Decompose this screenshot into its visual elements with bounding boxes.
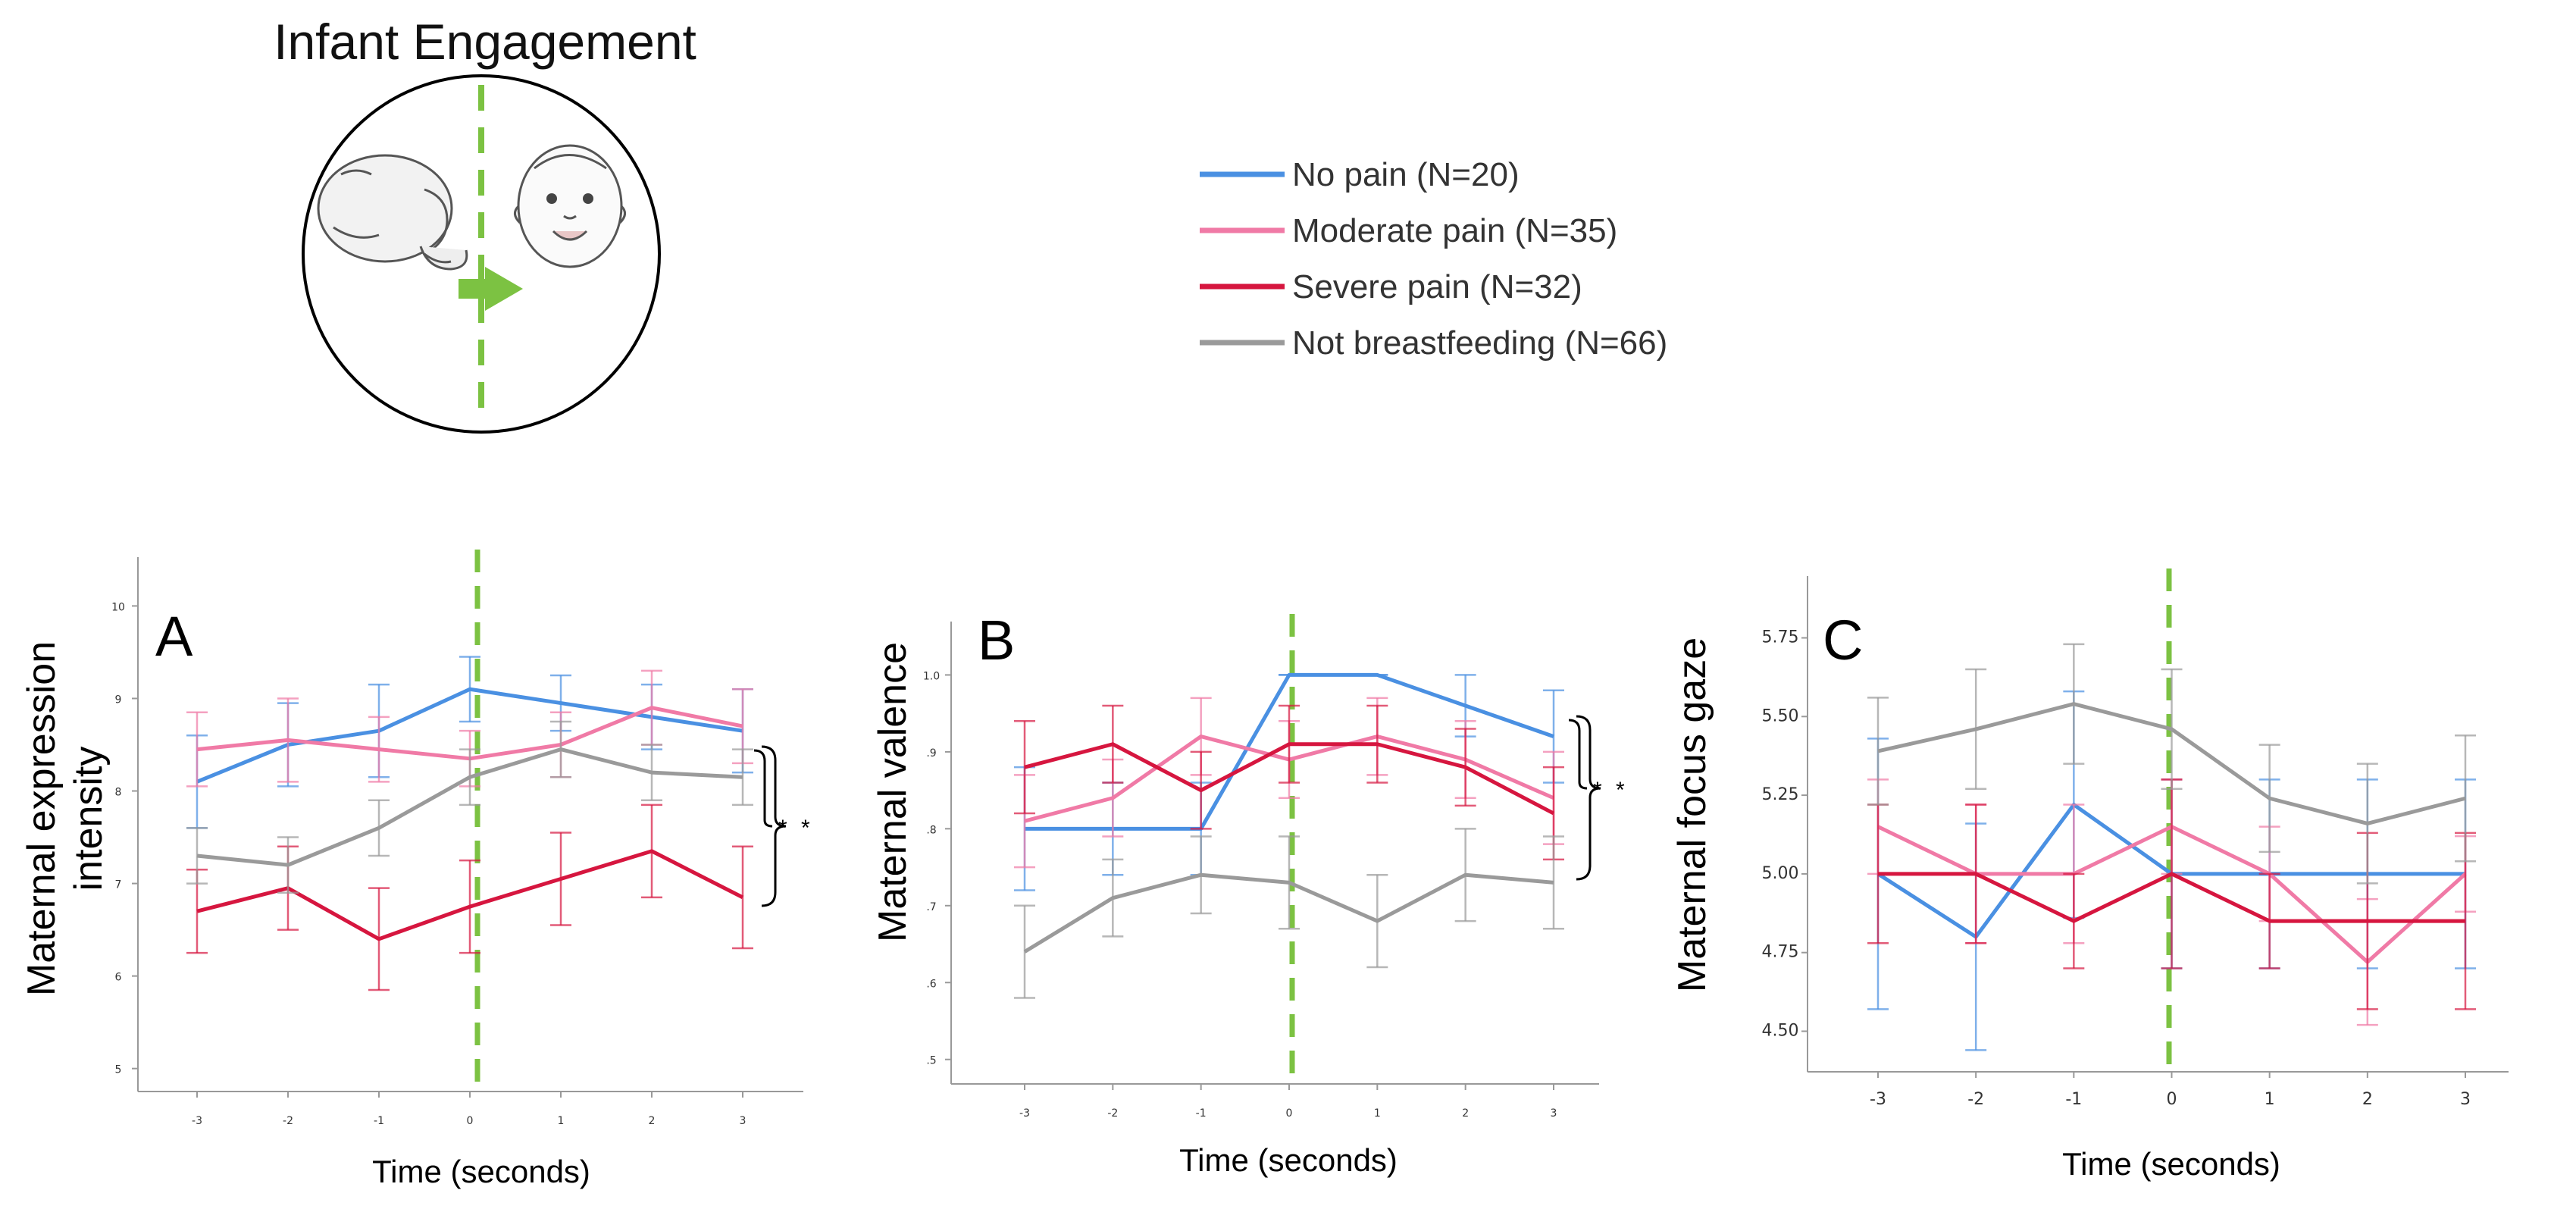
significance-bracket-outer [761,745,787,907]
panel-letter: C [1823,609,1863,672]
x-tick-label: 3 [1551,1107,1557,1120]
x-tick-label: 0 [2167,1090,2177,1109]
panel-c-chart: 4.50 4.75 5.00 5.25 5.50 5.75 -3 -2 -1 0 1 2 3 C Mater… [1670,568,2509,1182]
series-not-breastfeeding [186,720,753,894]
x-tick-label: -3 [192,1115,202,1127]
series-not-breastfeeding [1867,643,2476,885]
y-tick-label: 9 [115,694,122,706]
y-tick-label: 6 [115,972,122,984]
series-severe-pain [1867,778,2476,1010]
y-tick-label: 5.00 [1762,864,1799,883]
significance-bracket: * * [753,745,810,907]
infant-engagement-illustration [302,74,661,434]
significance-marker: * [778,816,787,841]
x-tick-label: 2 [2362,1090,2373,1109]
y-axis-label: Maternal expressionintensity [20,641,111,996]
series-line-severe-pain [1024,742,1555,816]
significance-marker: * [1616,778,1625,803]
x-tick-label: 1 [2265,1090,2275,1109]
x-tick-label: -2 [283,1115,293,1127]
y-tick-label: .9 [926,747,936,760]
significance-marker: * [801,816,810,841]
infant-side-head-icon [317,154,468,271]
y-tick-label: 4.75 [1762,943,1799,962]
panel-a-chart: 5 6 7 8 9 10 -3 -2 -1 0 1 2 3 A Maternal expressionint… [20,550,810,1189]
x-tick-label: -2 [1107,1107,1118,1120]
y-tick-label: 8 [115,787,122,799]
x-tick-label: -3 [1019,1107,1030,1120]
y-tick-label: 5.25 [1762,785,1799,804]
engagement-arrow-icon [459,267,523,311]
series-line-not-breastfeeding [196,747,743,867]
panel-letter: A [155,605,193,668]
x-tick-label: 1 [558,1115,565,1127]
infant-smiling-face-icon [514,144,626,268]
significance-bracket: * * [1568,715,1625,881]
x-tick-label: -3 [1870,1090,1886,1109]
significance-marker: * [1593,778,1602,803]
y-tick-label: .7 [926,901,936,913]
y-tick-label: 5.50 [1762,706,1799,725]
x-axis-label: Time (seconds) [2062,1146,2280,1182]
y-tick-label: 5 [115,1064,122,1076]
x-axis-label: Time (seconds) [372,1154,590,1189]
y-axis-label: Maternal valence [871,642,915,942]
legend-label: Severe pain (N=32) [1292,268,1582,305]
series-severe-pain [1014,704,1564,861]
y-tick-label: .8 [926,824,936,836]
y-tick-label: 1.0 [923,670,940,682]
x-tick-label: -2 [1967,1090,1984,1109]
y-tick-label: .5 [926,1055,936,1067]
panel-b-chart: .5 .6 .7 .8 .9 1.0 -3 -2 -1 0 1 2 3 B Maternal valence… [871,609,1625,1178]
x-tick-label: 0 [1286,1107,1293,1120]
x-tick-label: 3 [740,1115,747,1127]
x-tick-label: 3 [2460,1090,2471,1109]
figure-title: Infant Engagement [274,14,696,70]
y-tick-label: .6 [926,978,936,990]
x-tick-label: 2 [1462,1107,1469,1120]
series-not-breastfeeding [1014,828,1564,999]
legend: No pain (N=20) Moderate pain (N=35) Severe… [1200,156,1667,362]
significance-bracket-outer [1576,715,1601,881]
x-axis-label: Time (seconds) [1179,1142,1398,1178]
y-tick-label: 10 [111,601,125,613]
significance-bracket-inner [1568,719,1588,790]
legend-label: Moderate pain (N=35) [1292,212,1617,249]
significance-bracket-inner [753,749,773,828]
x-tick-label: -1 [2065,1090,2082,1109]
x-tick-label: -1 [374,1115,384,1127]
x-tick-label: 2 [649,1115,656,1127]
x-tick-label: -1 [1196,1107,1207,1120]
y-tick-label: 7 [115,879,122,891]
series-line-not-breastfeeding [1023,872,1554,954]
series-severe-pain [186,803,753,991]
y-tick-label: 5.75 [1762,628,1799,647]
series-line-severe-pain [1878,872,2465,923]
panel-letter: B [978,609,1015,672]
y-tick-label: 4.50 [1762,1021,1799,1040]
legend-label: Not breastfeeding (N=66) [1292,324,1667,362]
x-tick-label: 1 [1374,1107,1381,1120]
y-axis-label: Maternal focus gaze [1670,637,1714,992]
x-tick-label: 0 [467,1115,474,1127]
legend-label: No pain (N=20) [1292,156,1520,193]
series-line-not-breastfeeding [1877,702,2466,825]
